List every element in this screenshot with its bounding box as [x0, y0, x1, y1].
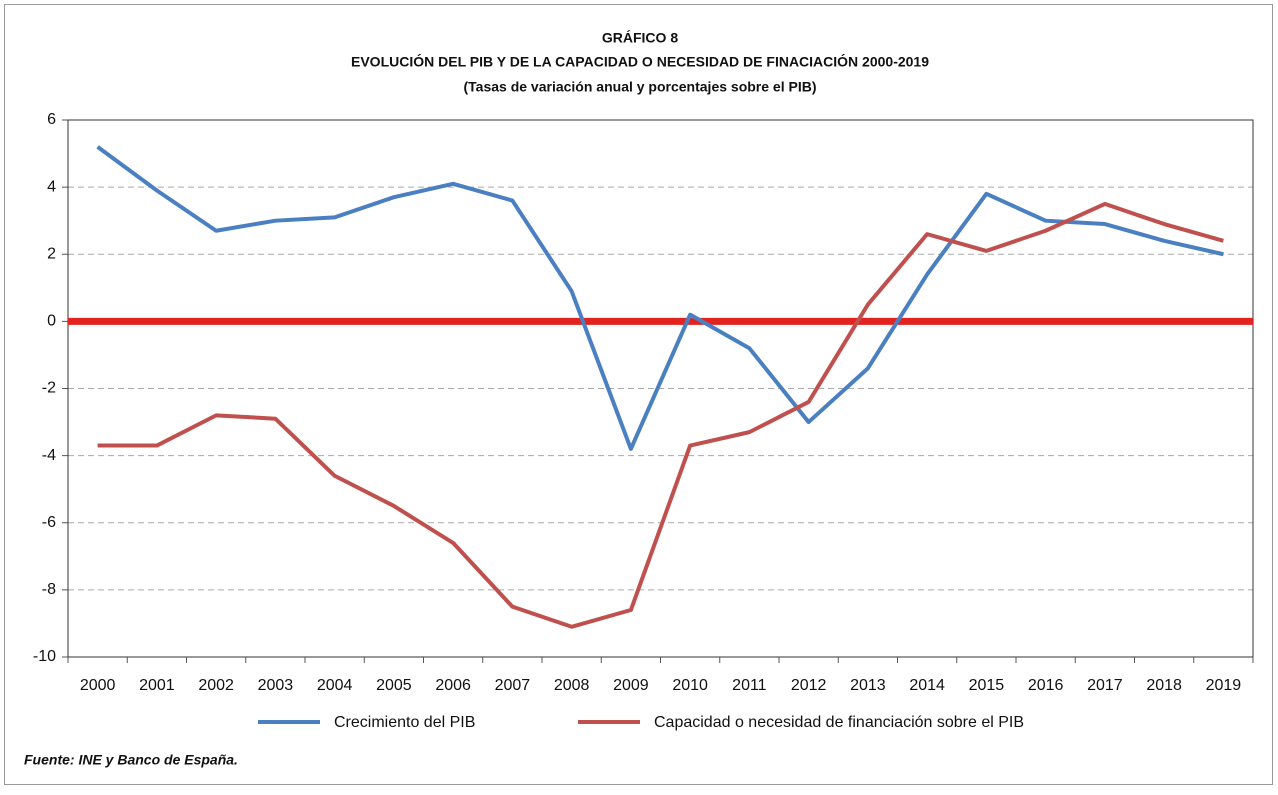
y-tick-label: 6	[47, 111, 56, 128]
x-tick-label: 2017	[1087, 677, 1123, 694]
legend-label: Capacidad o necesidad de financiación so…	[654, 714, 1024, 731]
x-tick-label: 2000	[80, 677, 116, 694]
x-tick-label: 2005	[376, 677, 412, 694]
frame	[4, 4, 1273, 785]
x-tick-label: 2010	[672, 677, 708, 694]
x-tick-label: 2003	[258, 677, 294, 694]
source: Fuente: INE y Banco de España.	[24, 752, 238, 768]
x-tick-label: 2013	[850, 677, 886, 694]
y-tick-label: 4	[47, 178, 56, 195]
y-tick-label: -10	[33, 648, 56, 665]
x-tick-label: 2001	[139, 677, 175, 694]
x-tick-label: 2008	[554, 677, 590, 694]
x-tick-label: 2018	[1146, 677, 1182, 694]
y-tick-label: -4	[42, 447, 56, 464]
x-tick-label: 2004	[317, 677, 353, 694]
series-line	[97, 201, 1224, 629]
chart-subtitle: EVOLUCIÓN DEL PIB Y DE LA CAPACIDAD O NE…	[351, 53, 929, 70]
y-tick-label: 0	[47, 313, 56, 330]
x-tick-label: 2014	[909, 677, 945, 694]
chart-subtitle: (Tasas de variación anual y porcentajes …	[464, 79, 817, 95]
series-line	[96, 145, 1224, 451]
x-tick-label: 2012	[791, 677, 827, 694]
x-tick-label: 2009	[613, 677, 649, 694]
x-tick-label: 2007	[495, 677, 531, 694]
chart-title: GRÁFICO 8	[602, 30, 678, 46]
y-tick-label: -8	[42, 581, 56, 598]
x-tick-label: 2015	[969, 677, 1005, 694]
x-tick-label: 2011	[732, 677, 767, 694]
y-tick-label: -2	[42, 380, 56, 397]
x-tick-label: 2006	[435, 677, 471, 694]
x-tick-label: 2016	[1028, 677, 1064, 694]
legend-label: Crecimiento del PIB	[334, 714, 475, 731]
x-tick-label: 2019	[1206, 677, 1242, 694]
x-tick-label: 2002	[198, 677, 234, 694]
y-tick-label: -6	[42, 514, 56, 531]
y-tick-label: 2	[47, 245, 56, 262]
